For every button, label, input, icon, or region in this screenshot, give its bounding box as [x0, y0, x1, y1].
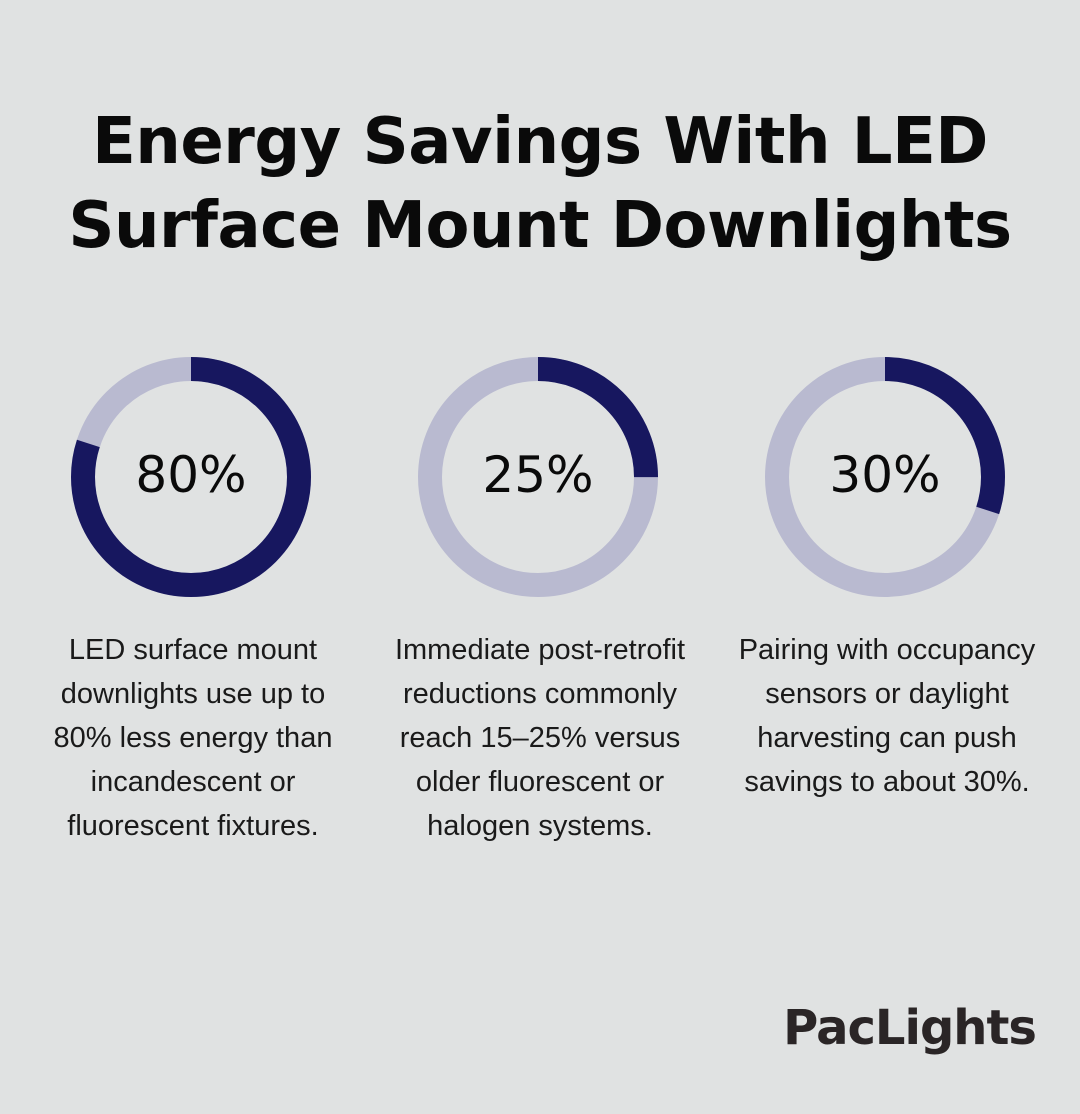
stat-value-2: 25% [482, 446, 594, 504]
title-line-2: Surface Mount Downlights [68, 189, 1012, 263]
donut-chart-icon [71, 357, 311, 597]
page-title: Energy Savings With LED Surface Mount Do… [0, 100, 1080, 268]
donut-ring-1 [66, 352, 316, 602]
title-line-1: Energy Savings With LED [92, 105, 988, 179]
donut-chart-icon [765, 357, 1005, 597]
stat-value-3: 30% [829, 446, 941, 504]
stat-description-1: LED surface mount downlights use up to 8… [53, 634, 333, 842]
stat-description-3: Pairing with occupancy sensors or daylig… [738, 634, 1036, 798]
brand-logo: PacLights [783, 1000, 1037, 1056]
stat-value-1: 80% [135, 446, 247, 504]
stat-description-2: Immediate post-retrofit reductions commo… [394, 634, 686, 842]
donut-ring-2 [413, 352, 663, 602]
donut-chart-icon [418, 357, 658, 597]
donut-ring-3 [760, 352, 1010, 602]
